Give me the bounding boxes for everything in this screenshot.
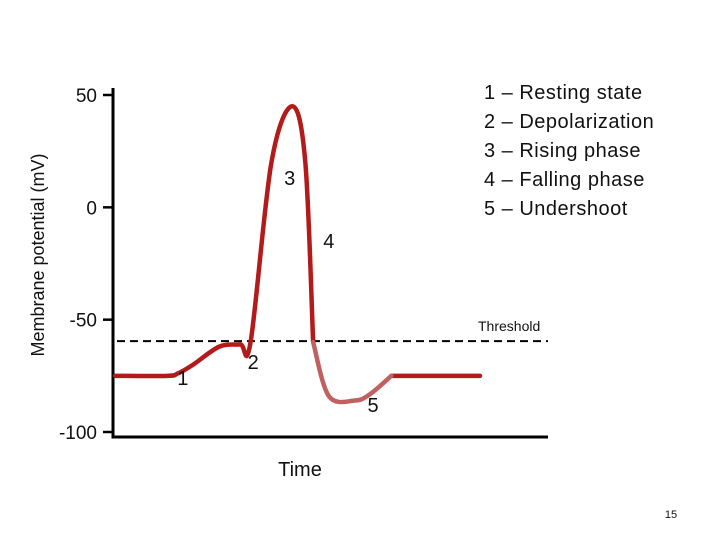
legend-entry: 5 – Undershoot [484, 198, 628, 220]
y-axis-label: Membrane potential (mV) [28, 153, 48, 356]
phase-marker-5: 5 [368, 395, 379, 417]
threshold-label: Threshold [478, 318, 540, 334]
y-tick-label: -50 [70, 311, 97, 332]
phase-marker-4: 4 [323, 231, 334, 253]
legend-entry: 2 – Depolarization [484, 111, 654, 133]
phase-marker-1: 1 [177, 368, 188, 390]
y-tick-label: -100 [59, 423, 97, 444]
phase-marker-2: 2 [248, 352, 259, 374]
y-tick-label: 0 [86, 198, 97, 219]
legend-entry: 4 – Falling phase [484, 169, 645, 191]
page-number: 15 [665, 509, 677, 521]
y-ticks: 50 0 -50 -100 [59, 86, 113, 444]
phase-legend: 1 – Resting state 2 – Depolarization 3 – R… [484, 82, 654, 220]
legend-entry: 1 – Resting state [484, 82, 643, 104]
phase-markers: 1 2 3 4 5 [177, 168, 378, 417]
phase-marker-3: 3 [284, 168, 295, 190]
x-axis-label: Time [278, 459, 322, 481]
y-tick-label: 50 [76, 86, 97, 107]
undershoot-trace [310, 339, 394, 405]
action-potential-trace [112, 103, 483, 379]
legend-entry: 3 – Rising phase [484, 140, 641, 162]
